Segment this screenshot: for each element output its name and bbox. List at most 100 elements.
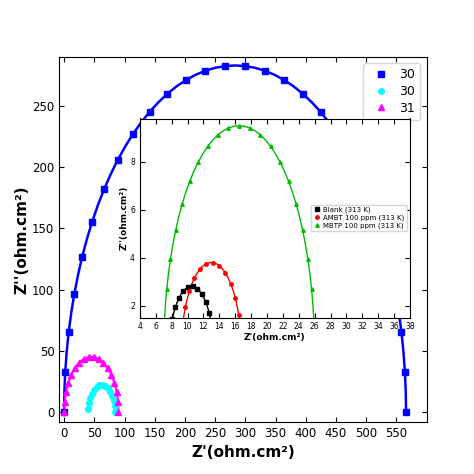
30 (147, 109, 153, 115)
Blank (313 K) (203, 300, 209, 305)
AMBT 100 ppm (313 K) (197, 266, 203, 272)
31 (76, 360, 82, 365)
AMBT 100 ppm (313 K) (210, 260, 216, 265)
MBTP 100 ppm (313 K) (257, 132, 263, 138)
30 (403, 409, 409, 415)
Blank (313 K) (173, 304, 178, 310)
30 (89, 391, 95, 396)
MBTP 100 ppm (313 K) (179, 201, 185, 207)
30 (112, 403, 118, 409)
MBTP 100 ppm (313 K) (205, 144, 210, 149)
MBTP 100 ppm (313 K) (311, 318, 317, 324)
30 (363, 186, 369, 192)
30 (242, 63, 248, 69)
31 (86, 355, 91, 360)
AMBT 100 ppm (313 K) (191, 275, 197, 281)
AMBT 100 ppm (313 K) (233, 296, 238, 301)
30 (393, 291, 399, 296)
30 (399, 329, 404, 335)
Blank (313 K) (210, 336, 216, 342)
MBTP 100 ppm (313 K) (268, 144, 273, 149)
30 (61, 409, 67, 415)
30 (402, 369, 408, 374)
Blank (313 K) (195, 286, 201, 292)
Blank (313 K) (166, 344, 172, 349)
31 (63, 389, 69, 395)
AMBT 100 ppm (313 K) (179, 341, 184, 346)
30 (164, 91, 170, 97)
31 (68, 372, 74, 378)
MBTP 100 ppm (313 K) (277, 159, 283, 164)
Y-axis label: Z''(ohm.cm²): Z''(ohm.cm²) (14, 185, 29, 293)
MBTP 100 ppm (313 K) (300, 228, 306, 233)
31 (109, 372, 114, 378)
Y-axis label: Z''(ohm.cm²): Z''(ohm.cm²) (120, 186, 129, 250)
30 (91, 387, 97, 392)
X-axis label: Z'(ohm.cm²): Z'(ohm.cm²) (191, 445, 295, 460)
MBTP 100 ppm (313 K) (195, 159, 201, 164)
AMBT 100 ppm (313 K) (238, 331, 244, 337)
30 (85, 406, 91, 412)
Blank (313 K) (170, 316, 175, 322)
Line: 30: 30 (61, 63, 410, 416)
30 (222, 63, 228, 69)
MBTP 100 ppm (313 K) (237, 123, 242, 128)
Blank (313 K) (181, 288, 186, 294)
AMBT 100 ppm (313 K) (236, 312, 242, 318)
30 (100, 383, 105, 388)
30 (115, 157, 120, 163)
MBTP 100 ppm (313 K) (161, 351, 166, 356)
AMBT 100 ppm (313 K) (204, 261, 210, 266)
30 (66, 329, 72, 335)
30 (183, 77, 189, 83)
AMBT 100 ppm (313 K) (239, 351, 245, 356)
MBTP 100 ppm (313 K) (309, 286, 314, 292)
Blank (313 K) (199, 292, 205, 297)
31 (61, 409, 67, 415)
30 (375, 219, 381, 225)
Blank (313 K) (206, 310, 212, 316)
31 (72, 365, 78, 371)
30 (130, 131, 136, 137)
30 (87, 395, 93, 401)
30 (202, 68, 208, 73)
AMBT 100 ppm (313 K) (223, 270, 228, 276)
30 (112, 409, 118, 415)
30 (94, 384, 100, 390)
30 (80, 254, 85, 259)
31 (91, 355, 97, 360)
30 (101, 186, 107, 192)
30 (349, 157, 355, 163)
Blank (313 K) (209, 322, 215, 328)
30 (262, 68, 268, 73)
MBTP 100 ppm (313 K) (164, 286, 170, 292)
MBTP 100 ppm (313 K) (173, 228, 179, 233)
MBTP 100 ppm (313 K) (286, 179, 292, 184)
MBTP 100 ppm (313 K) (305, 256, 310, 262)
30 (72, 291, 77, 296)
30 (86, 401, 92, 406)
X-axis label: Z'(ohm.cm²): Z'(ohm.cm²) (244, 333, 306, 342)
Line: Blank (313 K): Blank (313 K) (168, 285, 216, 356)
MBTP 100 ppm (313 K) (247, 125, 253, 131)
Blank (313 K) (190, 283, 196, 289)
30 (107, 389, 113, 394)
30 (385, 254, 391, 259)
30 (109, 393, 115, 399)
Blank (313 K) (176, 295, 182, 301)
31 (65, 380, 71, 386)
30 (318, 109, 323, 115)
MBTP 100 ppm (313 K) (215, 132, 221, 138)
Line: AMBT 100 ppm (313 K): AMBT 100 ppm (313 K) (180, 261, 243, 356)
30 (105, 385, 110, 391)
30 (281, 77, 287, 83)
Legend: 30, 30, 31: 30, 30, 31 (363, 63, 420, 119)
AMBT 100 ppm (313 K) (182, 304, 188, 310)
AMBT 100 ppm (313 K) (217, 263, 222, 269)
MBTP 100 ppm (313 K) (168, 256, 173, 262)
30 (63, 369, 68, 374)
MBTP 100 ppm (313 K) (187, 179, 192, 184)
30 (90, 219, 95, 225)
31 (100, 360, 106, 365)
30 (334, 131, 340, 137)
